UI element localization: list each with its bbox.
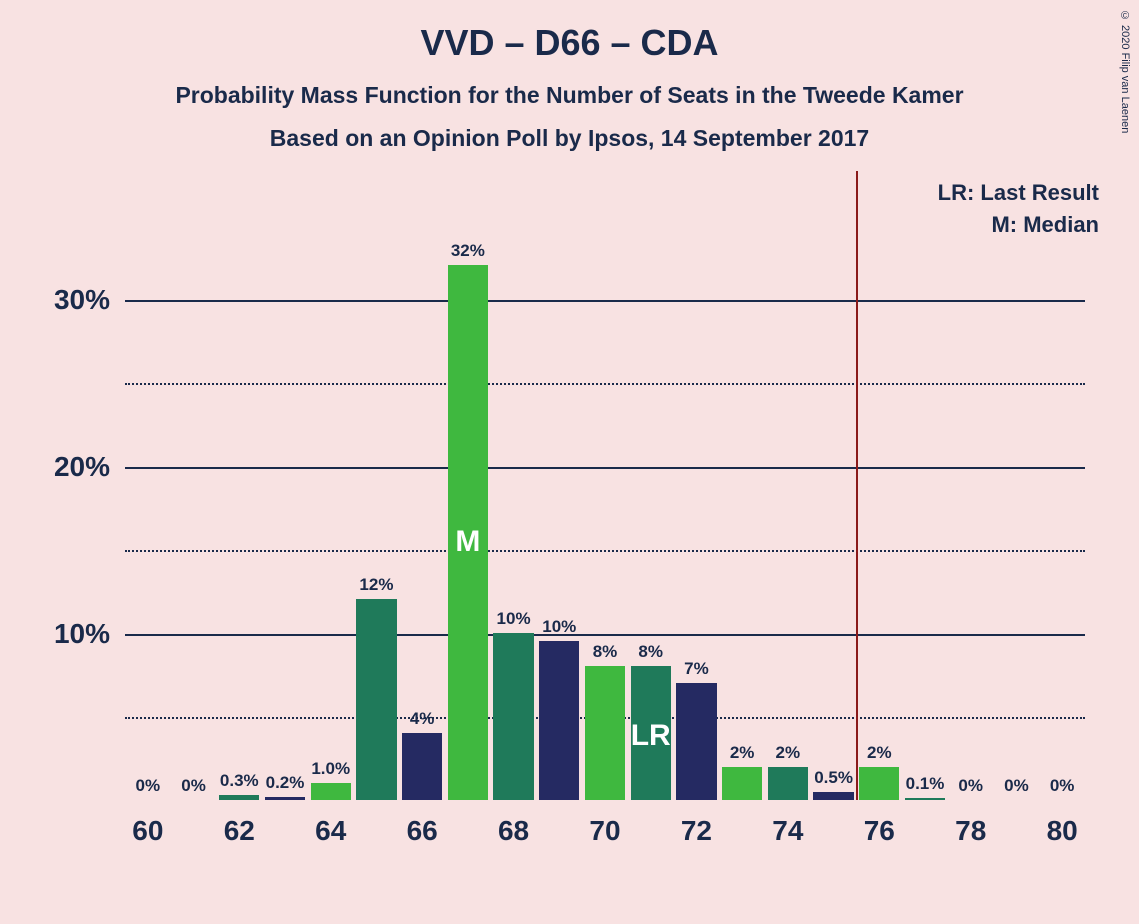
x-axis-label: 74: [772, 815, 803, 847]
x-axis-label: 80: [1047, 815, 1078, 847]
bar: [265, 797, 305, 800]
x-axis-labels: 60 62 64 66 68 70 72 74 76 78 80: [125, 815, 1085, 865]
bar: [311, 783, 351, 800]
bar: [722, 767, 762, 800]
bars-container: 0% 0% 0.3% 0.2% 1.0% 12% 4% 32% M 10% 10% 8% 8% LR 7% 2…: [125, 240, 1085, 800]
x-axis-label: 76: [864, 815, 895, 847]
bar: [402, 733, 442, 800]
bar-value-label: 2%: [867, 743, 892, 763]
bar-value-label: 0.2%: [266, 773, 305, 793]
bar-value-label: 12%: [359, 575, 393, 595]
bar: [813, 792, 853, 800]
bar-value-label: 0%: [136, 776, 161, 796]
last-result-marker: LR: [631, 719, 671, 753]
y-axis-label: 10%: [54, 618, 110, 650]
bar-value-label: 8%: [593, 642, 618, 662]
x-axis-label: 64: [315, 815, 346, 847]
bar-value-label: 10%: [542, 617, 576, 637]
bar: [676, 683, 716, 800]
bar-value-label: 0.3%: [220, 771, 259, 791]
y-axis-label: 20%: [54, 451, 110, 483]
chart-subtitle-2: Based on an Opinion Poll by Ipsos, 14 Se…: [0, 125, 1139, 152]
bar-value-label: 0.1%: [906, 774, 945, 794]
bar-value-label: 2%: [730, 743, 755, 763]
bar-value-label: 2%: [776, 743, 801, 763]
bar-value-label: 0%: [181, 776, 206, 796]
chart-plot-area: 10%20%30% 0%0%0.3%0.2%1.0%12%4%32%M10%10…: [125, 240, 1085, 800]
chart-subtitle-1: Probability Mass Function for the Number…: [0, 82, 1139, 109]
bar: [219, 795, 259, 800]
bar-value-label: 0%: [1050, 776, 1075, 796]
legend-m: M: Median: [991, 212, 1099, 238]
bar: [859, 767, 899, 800]
median-marker: M: [455, 525, 480, 559]
bar-value-label: 32%: [451, 241, 485, 261]
x-axis-label: 78: [955, 815, 986, 847]
x-axis-label: 70: [589, 815, 620, 847]
bar-value-label: 4%: [410, 709, 435, 729]
bar-value-label: 7%: [684, 659, 709, 679]
bar: [768, 767, 808, 800]
legend-lr: LR: Last Result: [938, 180, 1099, 206]
x-axis-label: 68: [498, 815, 529, 847]
chart-title: VVD – D66 – CDA: [0, 0, 1139, 64]
bar: [905, 798, 945, 800]
bar-value-label: 10%: [497, 609, 531, 629]
bar-value-label: 0%: [1004, 776, 1029, 796]
x-axis-label: 72: [681, 815, 712, 847]
bar: [356, 599, 396, 800]
bar: [539, 641, 579, 800]
bar: [585, 666, 625, 800]
x-axis-label: 60: [132, 815, 163, 847]
copyright-text: © 2020 Filip van Laenen: [1119, 10, 1131, 133]
x-axis-label: 66: [407, 815, 438, 847]
bar-value-label: 1.0%: [311, 759, 350, 779]
bar-value-label: 0%: [958, 776, 983, 796]
x-axis-label: 62: [224, 815, 255, 847]
bar-value-label: 0.5%: [814, 768, 853, 788]
bar-value-label: 8%: [638, 642, 663, 662]
y-axis-label: 30%: [54, 284, 110, 316]
bar: [493, 633, 533, 800]
